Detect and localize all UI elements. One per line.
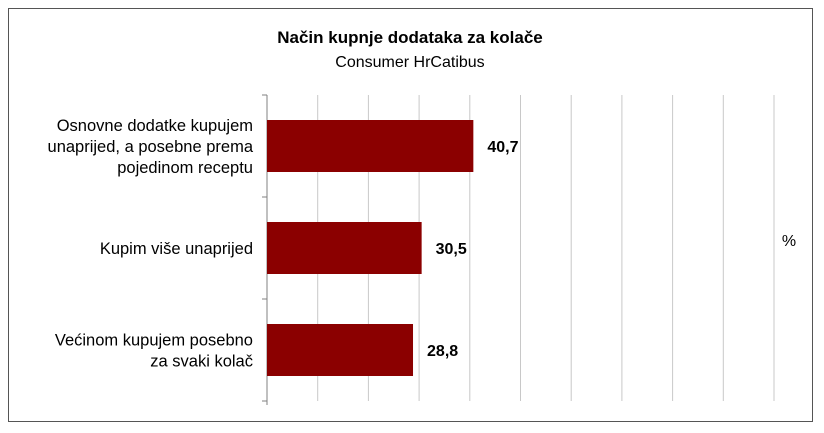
bar [267,324,414,376]
axis-layer [262,94,268,405]
data-label: 40,7 [487,139,518,156]
category-label: Kupim više unaprijed [100,240,253,258]
bar [267,222,422,274]
bar-layer [267,120,474,376]
unit-label: % [782,233,796,250]
category-label-line: pojedinom receptu [117,159,253,177]
data-label: 28,8 [427,343,458,360]
chart-title: Način kupnje dodataka za kolače [277,28,542,47]
chart-subtitle: Consumer HrCatibus [335,54,484,71]
bar [267,120,474,172]
category-label-line: unaprijed, a posebne prema [48,138,254,156]
category-label-line: Osnovne dodatke kupujem [57,117,253,135]
chart-frame [8,8,813,422]
category-label-line: Kupim više unaprijed [100,240,253,258]
label-layer: 40,7 Osnovne dodatke kupujem unaprijed, a … [48,117,519,371]
data-label: 30,5 [436,241,467,258]
category-label-line: za svaki kolač [150,353,253,371]
category-label-line: Većinom kupujem posebno [55,332,253,350]
category-label: Osnovne dodatke kupujem unaprijed, a pose… [48,117,254,177]
category-label: Većinom kupujem posebno za svaki kolač [55,332,253,371]
